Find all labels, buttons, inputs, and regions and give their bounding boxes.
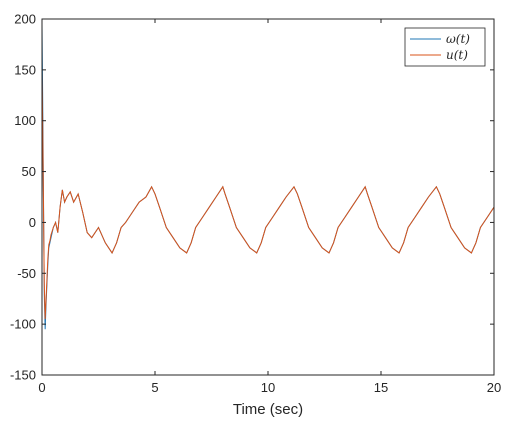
y-tick-label: 0 xyxy=(29,215,36,230)
y-tick-label: 100 xyxy=(14,113,36,128)
series-line-omega xyxy=(42,24,494,330)
legend-label-u: u(t) xyxy=(446,48,468,62)
x-axis-label: Time (sec) xyxy=(233,401,303,418)
y-tick-label: 150 xyxy=(14,62,36,77)
legend: ω(t) u(t) xyxy=(404,27,486,67)
ticks-layer: 0 5 10 15 20 200 150 100 50 0 -50 -100 -150 xyxy=(10,12,501,396)
y-tick-label: -100 xyxy=(10,317,36,332)
legend-label-omega: ω(t) xyxy=(446,32,470,46)
y-tick-label: -150 xyxy=(10,368,36,383)
y-tick-label: 50 xyxy=(22,164,36,179)
series-layer xyxy=(42,24,494,330)
x-tick-label: 10 xyxy=(261,380,275,395)
x-tick-label: 20 xyxy=(487,380,501,395)
series-line-u xyxy=(42,69,494,320)
y-tick-label: -50 xyxy=(17,266,36,281)
x-tick-label: 0 xyxy=(38,380,45,395)
y-tick-label: 200 xyxy=(14,12,36,27)
x-tick-label: 5 xyxy=(151,380,158,395)
plot-frame xyxy=(41,18,495,376)
x-tick-label: 15 xyxy=(374,380,388,395)
legend-box xyxy=(404,27,486,67)
